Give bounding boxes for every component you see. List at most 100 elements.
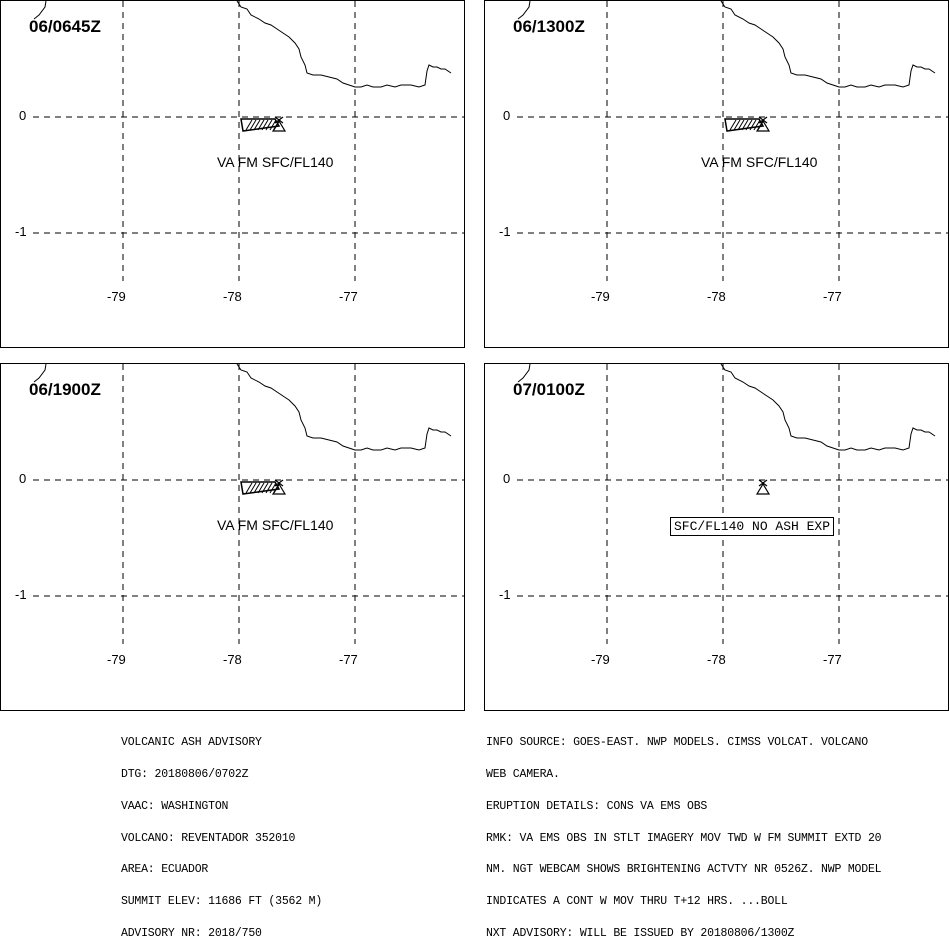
coastline-segment [720, 364, 936, 451]
panel-valid-time: 07/0100Z [513, 380, 585, 399]
ash-plume [240, 481, 281, 495]
advisory-line: SUMMIT ELEV: 11686 FT (3562 M) [121, 895, 323, 909]
coastline [33, 364, 452, 451]
panel-valid-time: 06/1900Z [29, 380, 101, 399]
ash-plume-hatch [269, 119, 277, 131]
volcano-triangle [271, 119, 287, 132]
map-canvas [517, 1, 948, 281]
forecast-panel-1: 06/0645Z 0 -1 -79 -78 -77 VA FM SFC/FL14… [0, 0, 465, 348]
grid-lines [517, 1, 948, 281]
ash-plume-hatch [745, 119, 753, 131]
lon-label-77: -77 [339, 652, 358, 667]
lon-label-79: -79 [107, 652, 126, 667]
lon-label-79: -79 [591, 289, 610, 304]
lon-label-79: -79 [107, 289, 126, 304]
advisory-line: INDICATES A CONT W MOV THRU T+12 HRS. ..… [486, 895, 788, 909]
coastline [517, 1, 936, 88]
volcano-icon [271, 479, 287, 495]
ash-layer-label: VA FM SFC/FL140 [217, 154, 334, 170]
advisory-line: AREA: ECUADOR [121, 863, 209, 877]
lat-label-0: 0 [19, 471, 27, 486]
volcano-icon [271, 116, 287, 132]
advisory-line: VOLCANO: REVENTADOR 352010 [121, 831, 296, 845]
grid-lines [33, 1, 464, 281]
volcano-mark [274, 479, 284, 487]
volcano-mark [758, 479, 768, 487]
ash-plume-hatch [257, 482, 265, 494]
lon-label-78: -78 [707, 652, 726, 667]
coastline [33, 1, 452, 88]
ash-plume-hatch [245, 482, 253, 494]
ash-plume-hatch [269, 482, 277, 494]
lat-label-0: 0 [503, 471, 511, 486]
no-ash-label: SFC/FL140 NO ASH EXP [670, 517, 835, 536]
volcano-triangle [271, 482, 287, 495]
coastline [517, 364, 936, 451]
lon-label-77: -77 [339, 289, 358, 304]
ash-layer-label: VA FM SFC/FL140 [701, 154, 818, 170]
advisory-line: VOLCANIC ASH ADVISORY [121, 736, 262, 750]
ash-plume-hatch [257, 119, 265, 131]
volcano-mark [758, 116, 768, 124]
lat-label-minus1: -1 [15, 224, 27, 239]
lon-label-79: -79 [591, 652, 610, 667]
panel-valid-time: 06/0645Z [29, 17, 101, 36]
coastline-segment [720, 1, 936, 88]
volcano-triangle [755, 119, 771, 132]
advisory-right: INFO SOURCE: GOES-EAST. NWP MODELS. CIMS… [486, 717, 882, 950]
coastline-segment [33, 1, 47, 20]
ash-plume-hatch [253, 482, 261, 494]
ash-plume-hatch [265, 482, 273, 494]
coastline-segment [33, 364, 47, 383]
ash-layer-label: VA FM SFC/FL140 [217, 517, 334, 533]
map-canvas [517, 364, 948, 644]
ash-plume-hatch [737, 119, 745, 131]
volcano-icon [755, 116, 771, 132]
lon-label-78: -78 [223, 652, 242, 667]
advisory-line: INFO SOURCE: GOES-EAST. NWP MODELS. CIMS… [486, 736, 868, 750]
map-canvas [33, 364, 464, 644]
ash-plume-hatch [741, 119, 749, 131]
ash-plume-hatch [261, 482, 269, 494]
advisory-line: WEB CAMERA. [486, 767, 560, 781]
lat-label-0: 0 [19, 108, 27, 123]
coastline-segment [517, 364, 531, 383]
ash-plume-hatch [249, 482, 257, 494]
ash-plume-hatch [753, 119, 761, 131]
advisory-line: ERUPTION DETAILS: CONS VA EMS OBS [486, 799, 708, 813]
volcano-triangle [755, 482, 771, 495]
ash-plume-hatch [249, 119, 257, 131]
ash-plume-hatch [733, 119, 741, 131]
lon-label-78: -78 [707, 289, 726, 304]
coastline-segment [236, 364, 452, 451]
grid-lines [33, 364, 464, 644]
advisory-line: RMK: VA EMS OBS IN STLT IMAGERY MOV TWD … [486, 831, 882, 845]
advisory-line: DTG: 20180806/0702Z [121, 767, 249, 781]
advisory-line: NXT ADVISORY: WILL BE ISSUED BY 20180806… [486, 926, 795, 940]
lat-label-minus1: -1 [499, 587, 511, 602]
ash-plume-hatch [729, 119, 737, 131]
lon-label-78: -78 [223, 289, 242, 304]
forecast-panel-3: 06/1900Z 0 -1 -79 -78 -77 VA FM SFC/FL14… [0, 363, 465, 711]
lat-label-minus1: -1 [499, 224, 511, 239]
ash-plume-hatch [253, 119, 261, 131]
lat-label-minus1: -1 [15, 587, 27, 602]
advisory-line: VAAC: WASHINGTON [121, 799, 229, 813]
map-canvas [33, 1, 464, 281]
ash-plume-hatch [261, 119, 269, 131]
grid-lines [517, 364, 948, 644]
ash-plume-hatch [265, 119, 273, 131]
volcano-icon [755, 479, 771, 495]
forecast-panel-2: 06/1300Z 0 -1 -79 -78 -77 VA FM SFC/FL14… [484, 0, 949, 348]
advisory-left: VOLCANIC ASH ADVISORY DTG: 20180806/0702… [121, 717, 322, 950]
advisory-line: NM. NGT WEBCAM SHOWS BRIGHTENING ACTVTY … [486, 863, 882, 877]
lat-label-0: 0 [503, 108, 511, 123]
coastline-segment [517, 1, 531, 20]
lon-label-77: -77 [823, 289, 842, 304]
volcano-mark [274, 116, 284, 124]
lon-label-77: -77 [823, 652, 842, 667]
advisory-line: ADVISORY NR: 2018/750 [121, 926, 262, 940]
coastline-segment [236, 1, 452, 88]
ash-plume [724, 118, 765, 132]
forecast-panel-4: 07/0100Z 0 -1 -79 -78 -77 SFC/FL140 NO A… [484, 363, 949, 711]
